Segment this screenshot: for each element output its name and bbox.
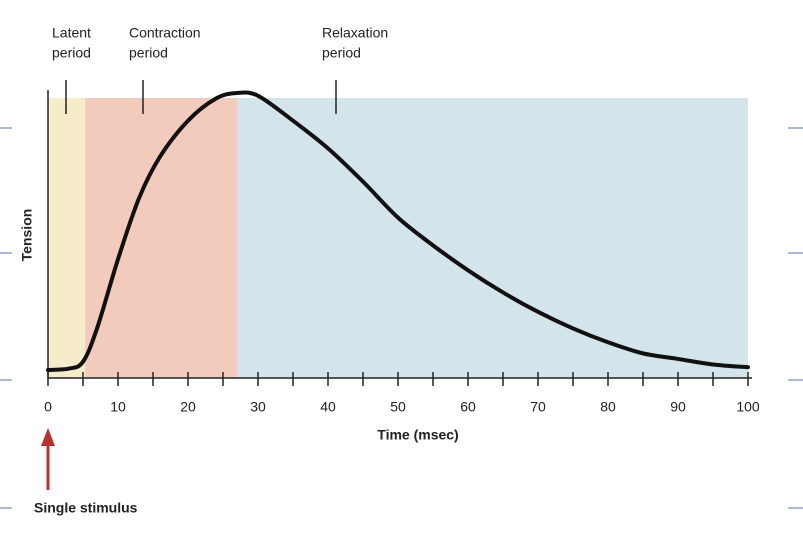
x-tick-label: 30 bbox=[250, 399, 266, 415]
stimulus-label: Single stimulus bbox=[34, 500, 138, 516]
x-tick-label: 20 bbox=[180, 399, 196, 415]
period-label: Latent bbox=[52, 25, 91, 41]
period-label: Relaxation bbox=[322, 25, 388, 41]
stimulus-arrowhead bbox=[41, 428, 55, 446]
x-axis-label: Time (msec) bbox=[377, 427, 458, 443]
period-label: period bbox=[52, 45, 91, 61]
x-tick-label: 40 bbox=[320, 399, 336, 415]
x-tick-label: 90 bbox=[670, 399, 686, 415]
period-region bbox=[48, 98, 86, 378]
period-label: period bbox=[322, 45, 361, 61]
period-label: Contraction bbox=[129, 25, 201, 41]
x-tick-label: 10 bbox=[110, 399, 126, 415]
x-tick-label: 70 bbox=[530, 399, 546, 415]
period-label: period bbox=[129, 45, 168, 61]
period-region bbox=[85, 98, 237, 378]
x-tick-label: 0 bbox=[44, 399, 52, 415]
x-tick-label: 60 bbox=[460, 399, 476, 415]
x-tick-label: 80 bbox=[600, 399, 616, 415]
y-axis-label: Tension bbox=[19, 209, 35, 262]
tension-curve bbox=[46, 90, 750, 372]
slide-dashes bbox=[0, 127, 803, 509]
period-region bbox=[237, 98, 748, 378]
x-tick-label: 50 bbox=[390, 399, 406, 415]
x-tick-label: 100 bbox=[736, 399, 760, 415]
